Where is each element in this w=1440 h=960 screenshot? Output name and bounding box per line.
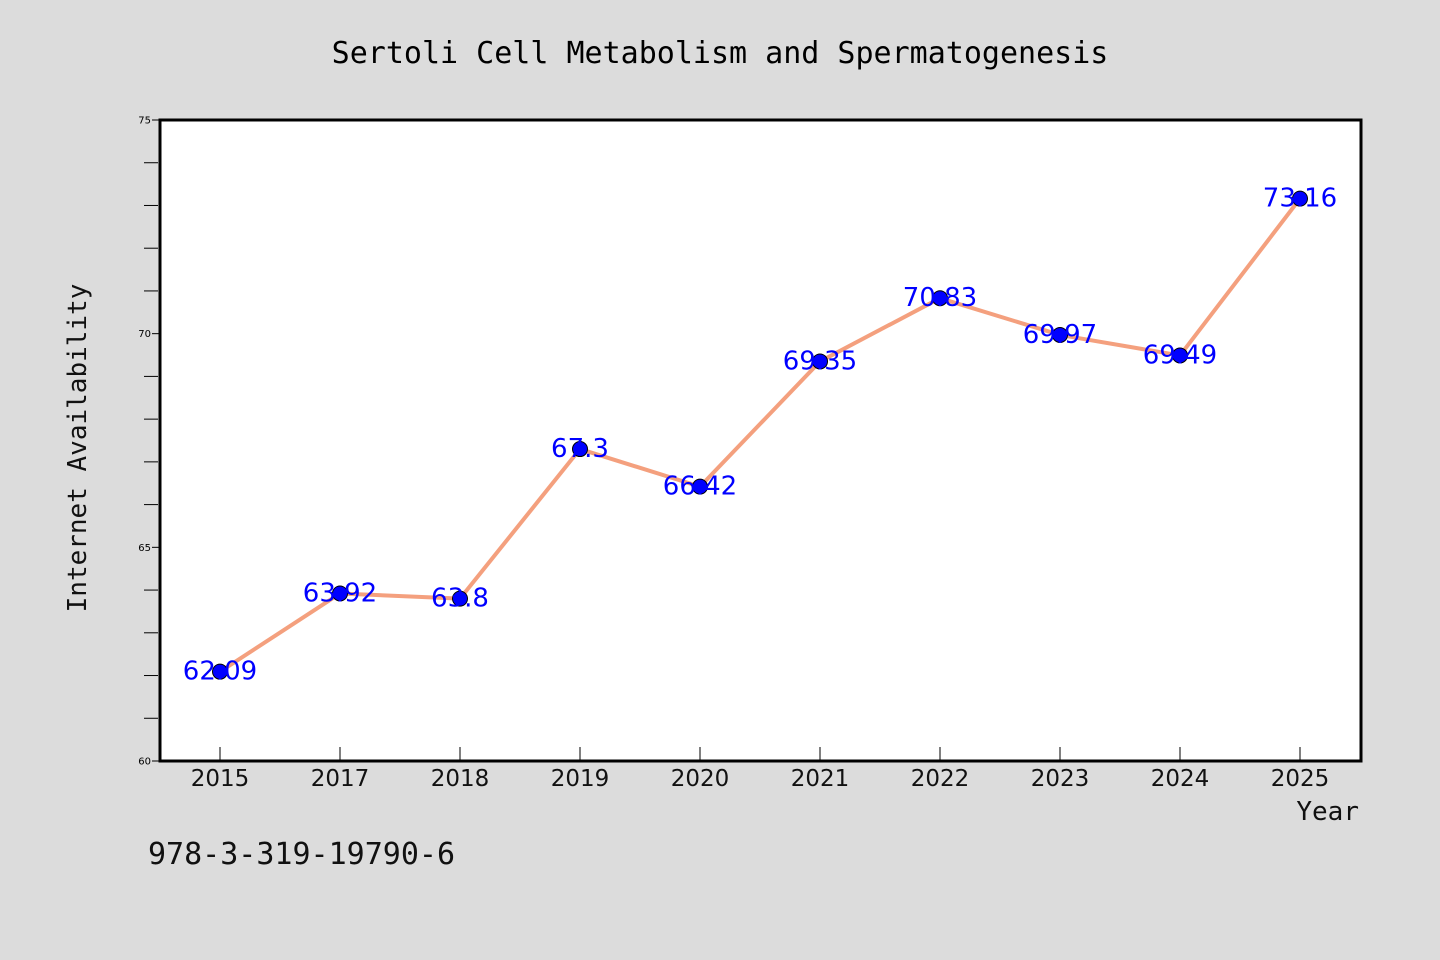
data-point xyxy=(932,290,948,307)
data-point xyxy=(332,585,348,602)
x-tick-label: 2015 xyxy=(191,766,250,792)
plot-area xyxy=(158,118,1363,763)
x-tick-label: 2021 xyxy=(791,766,850,792)
y-axis-ticks: 60 65 70 75 xyxy=(138,116,160,768)
chart-title: Sertoli Cell Metabolism and Spermatogene… xyxy=(332,36,1109,71)
data-label: 63.92 xyxy=(303,578,377,608)
data-point xyxy=(812,353,828,370)
footer-isbn: 978-3-319-19790-6 xyxy=(148,837,455,872)
data-label: 69.35 xyxy=(783,346,857,376)
data-label: 73.16 xyxy=(1263,184,1337,214)
y-tick-label: 60 xyxy=(138,757,151,768)
x-tick-label: 2023 xyxy=(1031,766,1090,792)
x-tick-label: 2018 xyxy=(431,766,490,792)
data-label: 69.49 xyxy=(1143,340,1217,370)
y-tick-label: 75 xyxy=(138,116,151,127)
data-label: 70.83 xyxy=(903,283,977,313)
y-tick-label: 65 xyxy=(138,543,151,554)
x-tick-label: 2025 xyxy=(1271,766,1330,792)
y-minor-ticks xyxy=(144,162,158,719)
series-line xyxy=(218,197,1302,674)
data-label: 63.8 xyxy=(431,584,489,614)
data-point xyxy=(572,441,588,458)
data-point xyxy=(1172,347,1188,364)
x-tick-label: 2020 xyxy=(671,766,730,792)
data-label: 67.3 xyxy=(551,434,609,464)
data-point xyxy=(1292,190,1308,207)
data-point xyxy=(452,590,468,607)
x-tick-label: 2019 xyxy=(551,766,610,792)
x-tick-label: 2022 xyxy=(911,766,970,792)
data-point xyxy=(692,478,708,495)
data-markers xyxy=(212,190,1308,680)
data-labels: 62.09 63.92 63.8 67.3 66.42 69.35 70.83 69.97 69… xyxy=(183,184,1337,687)
data-label: 69.97 xyxy=(1023,320,1097,350)
x-tick-label: 2024 xyxy=(1151,766,1210,792)
data-label: 66.42 xyxy=(663,472,737,502)
x-axis-ticks: 2015 2017 2018 2019 2020 2021 2022 2023 2024 2025 xyxy=(191,747,1330,792)
data-label: 62.09 xyxy=(183,657,257,687)
data-point xyxy=(212,663,228,680)
y-tick-label: 70 xyxy=(138,329,151,340)
data-point xyxy=(1052,326,1068,343)
y-axis-label: Internet Availability xyxy=(63,284,93,613)
x-tick-label: 2017 xyxy=(311,766,370,792)
x-axis-label: Year xyxy=(1296,797,1359,827)
